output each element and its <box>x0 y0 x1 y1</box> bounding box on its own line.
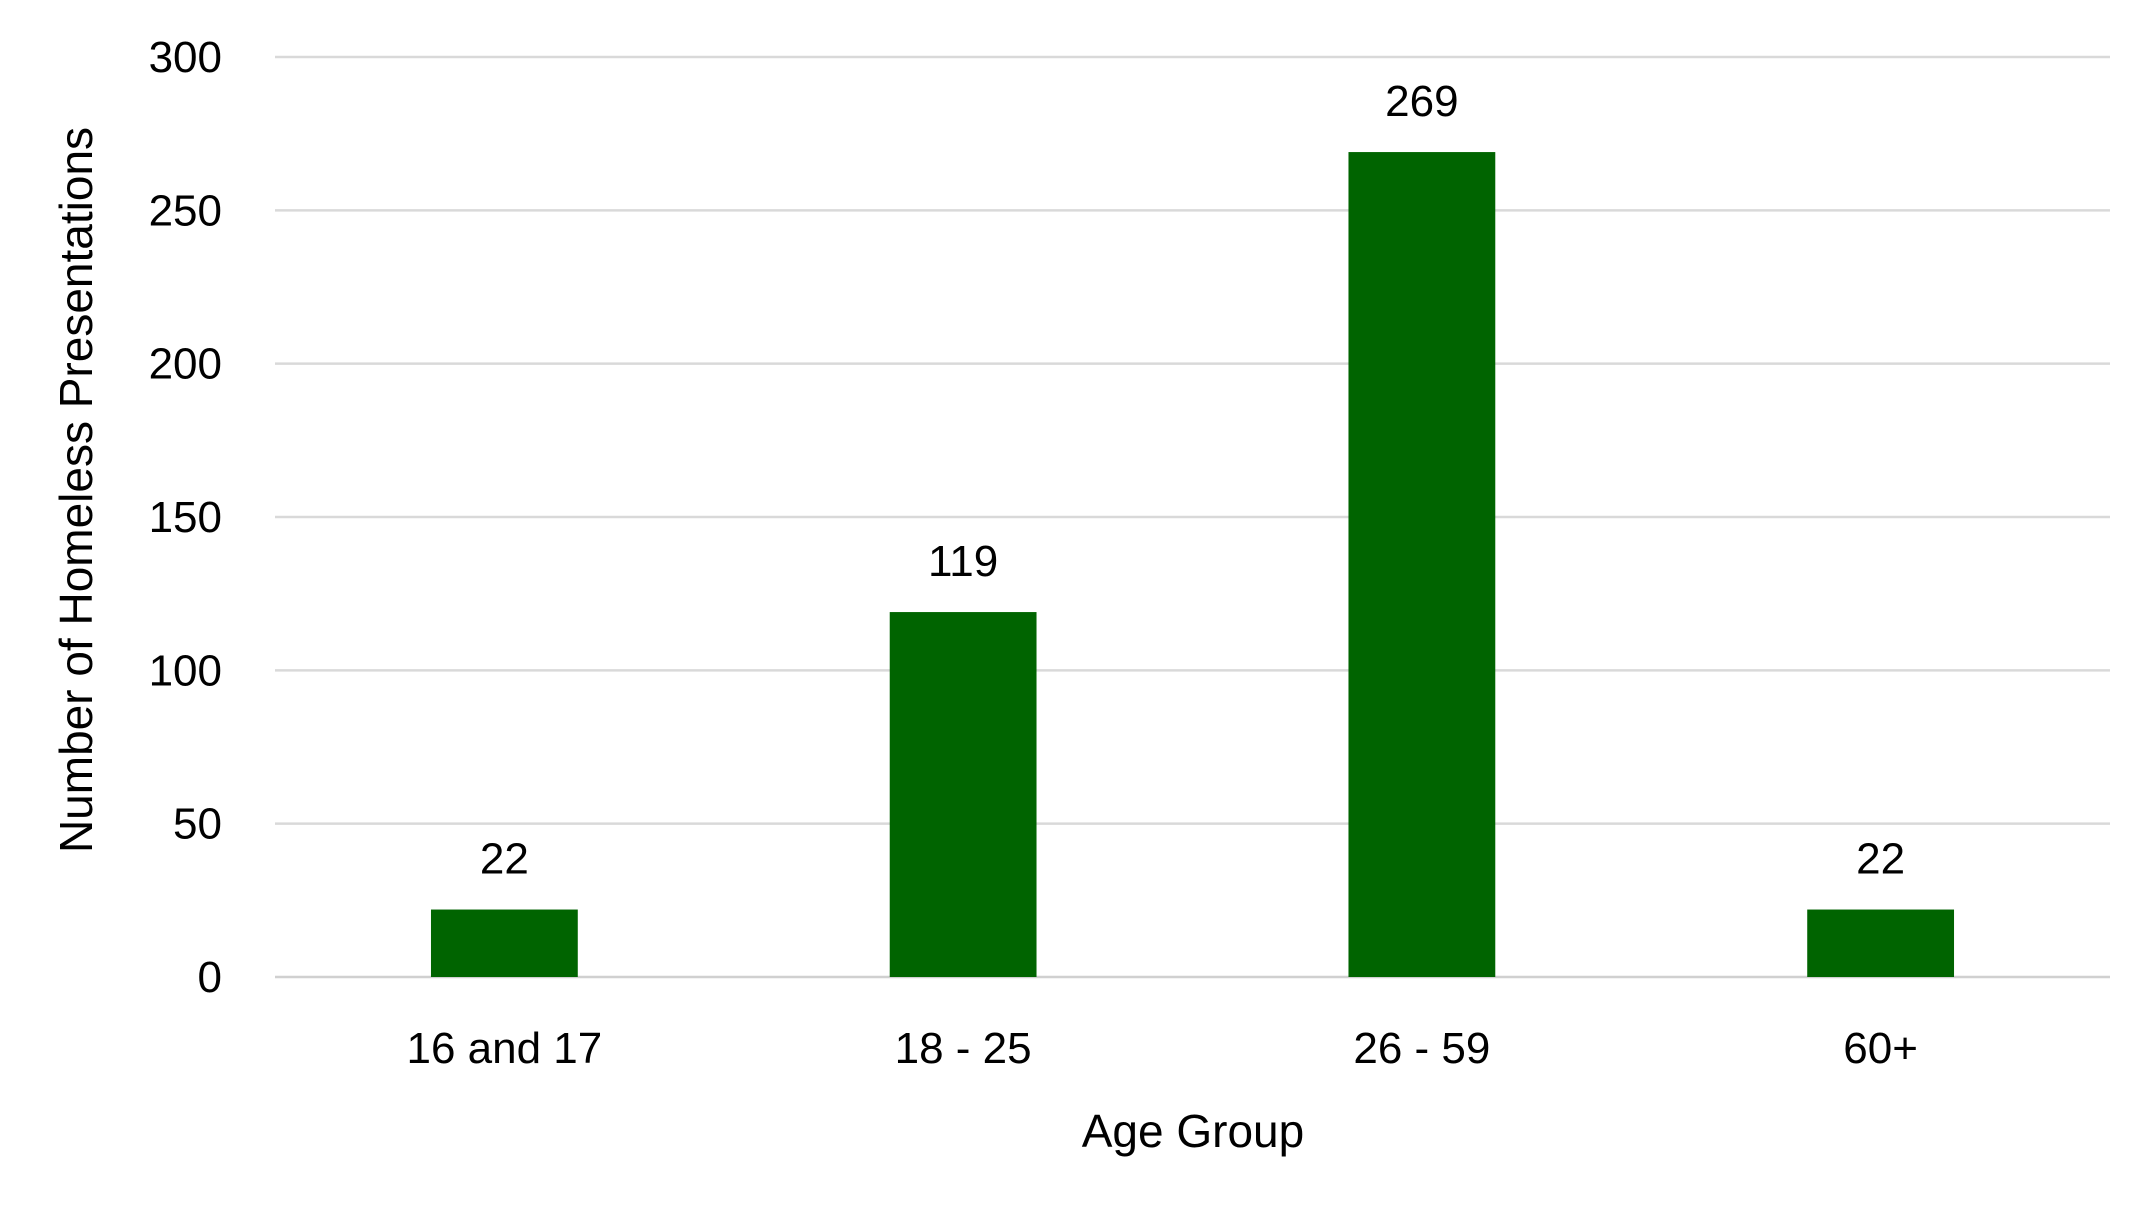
y-tick-label: 150 <box>149 493 222 542</box>
data-label: 119 <box>928 537 998 586</box>
x-tick-label: 26 - 59 <box>1353 1024 1490 1073</box>
bars <box>430 152 1955 978</box>
bar <box>1807 909 1955 977</box>
x-axis-title: Age Group <box>1082 1105 1304 1157</box>
y-axis-title: Number of Homeless Presentations <box>50 127 102 853</box>
y-tick-label: 200 <box>149 340 222 389</box>
data-label: 22 <box>480 835 529 884</box>
y-tick-label: 300 <box>149 33 222 82</box>
y-tick-label: 0 <box>198 953 222 1002</box>
x-tick-label: 60+ <box>1843 1024 1918 1073</box>
x-tick-label: 16 and 17 <box>407 1024 603 1073</box>
gridlines <box>275 55 2110 979</box>
x-tick-label: 18 - 25 <box>895 1024 1032 1073</box>
data-labels: 22 119 269 22 <box>480 77 1905 883</box>
bar <box>1348 152 1496 978</box>
bar <box>889 612 1037 977</box>
y-axis-ticks: 0 50 100 150 200 250 300 <box>149 33 222 1002</box>
bar <box>430 909 578 977</box>
data-label: 269 <box>1385 77 1458 126</box>
y-tick-label: 100 <box>149 646 222 695</box>
y-tick-label: 250 <box>149 186 222 235</box>
y-tick-label: 50 <box>173 800 222 849</box>
data-label: 22 <box>1856 835 1905 884</box>
x-axis-ticks: 16 and 17 18 - 25 26 - 59 60+ <box>407 1024 1918 1073</box>
